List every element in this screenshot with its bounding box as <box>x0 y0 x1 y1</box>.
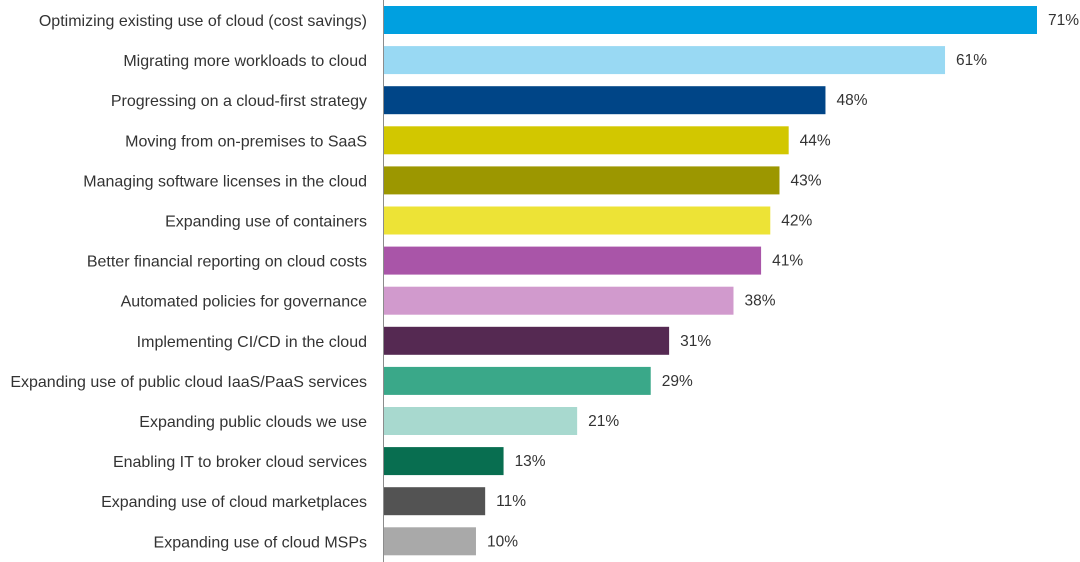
value-label: 41% <box>772 253 803 270</box>
value-label: 71% <box>1048 12 1079 29</box>
category-label: Implementing CI/CD in the cloud <box>137 334 367 351</box>
category-label: Expanding use of public cloud IaaS/PaaS … <box>10 374 367 391</box>
category-label: Optimizing existing use of cloud (cost s… <box>39 13 367 30</box>
bar <box>384 206 771 235</box>
category-label: Better financial reporting on cloud cost… <box>87 254 367 271</box>
bar <box>384 46 946 75</box>
value-label: 31% <box>680 333 711 350</box>
value-label: 11% <box>496 493 526 510</box>
category-label: Progressing on a cloud-first strategy <box>111 93 367 110</box>
bar <box>384 447 504 476</box>
bar <box>384 86 826 115</box>
bar <box>384 487 486 516</box>
value-label: 21% <box>588 413 619 430</box>
value-label: 38% <box>744 293 775 310</box>
category-label: Automated policies for governance <box>121 294 367 311</box>
category-label: Migrating more workloads to cloud <box>123 53 367 70</box>
value-label: 44% <box>800 132 831 149</box>
bar <box>384 366 651 395</box>
category-label: Expanding public clouds we use <box>139 414 367 431</box>
value-label: 29% <box>662 373 693 390</box>
bar <box>384 6 1037 34</box>
value-label: 42% <box>781 213 812 230</box>
bar <box>384 527 476 556</box>
value-label: 10% <box>487 533 518 550</box>
category-label: Expanding use of cloud MSPs <box>154 534 367 551</box>
bar <box>384 126 789 155</box>
category-label: Enabling IT to broker cloud services <box>113 454 367 471</box>
bar <box>384 407 578 435</box>
bar <box>384 246 762 275</box>
bar <box>384 286 734 315</box>
category-label: Expanding use of cloud marketplaces <box>101 494 367 511</box>
value-label: 61% <box>956 52 987 69</box>
bar <box>384 166 780 195</box>
category-label: Managing software licenses in the cloud <box>83 173 367 190</box>
category-label: Moving from on-premises to SaaS <box>125 133 367 150</box>
value-label: 48% <box>836 92 867 109</box>
category-label: Expanding use of containers <box>165 214 367 231</box>
value-label: 43% <box>790 172 821 189</box>
value-label: 13% <box>515 453 546 470</box>
bar <box>384 326 670 355</box>
